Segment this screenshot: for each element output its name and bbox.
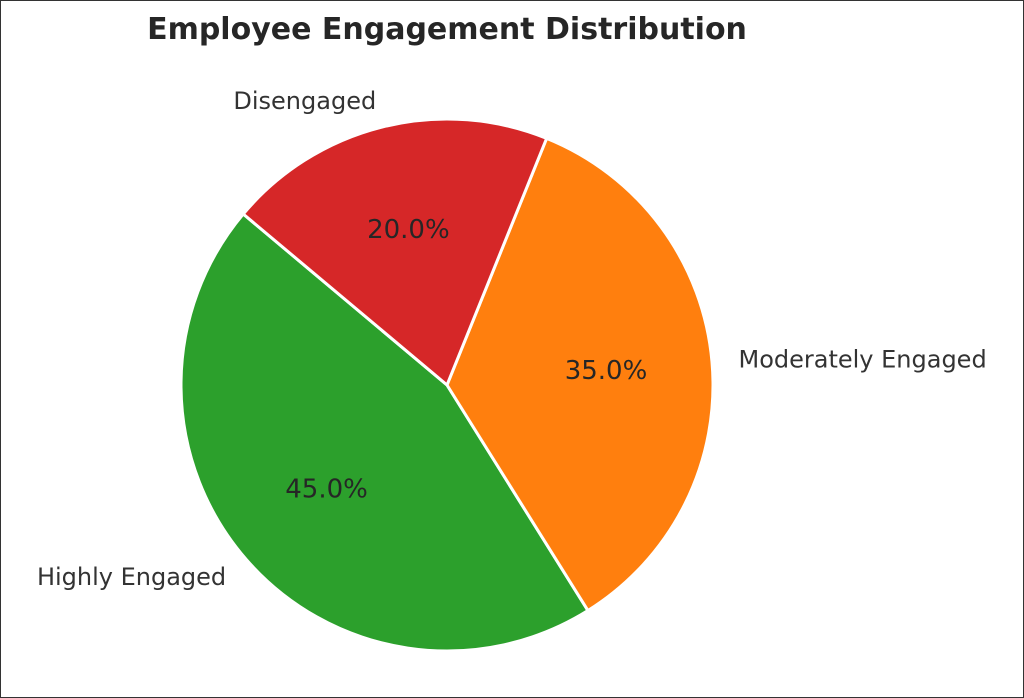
pie-slice-moderately-engaged [445,136,715,613]
pie-labels: 45.0% Highly Engaged 35.0% Moderately Engag… [37,87,987,591]
chart-title: Employee Engagement Distribution [147,12,747,47]
slice-label-moderately-engaged: Moderately Engaged [738,345,986,373]
slice-label-highly-engaged: Highly Engaged [37,563,226,591]
percent-label-disengaged: 20.0% [367,215,450,245]
pie-slice-highly-engaged [179,212,590,653]
pie-slices [179,117,715,653]
pie-slice-disengaged [241,117,549,387]
percent-label-moderately-engaged: 35.0% [565,356,648,386]
slice-label-disengaged: Disengaged [233,87,376,115]
percent-label-highly-engaged: 45.0% [285,475,368,505]
